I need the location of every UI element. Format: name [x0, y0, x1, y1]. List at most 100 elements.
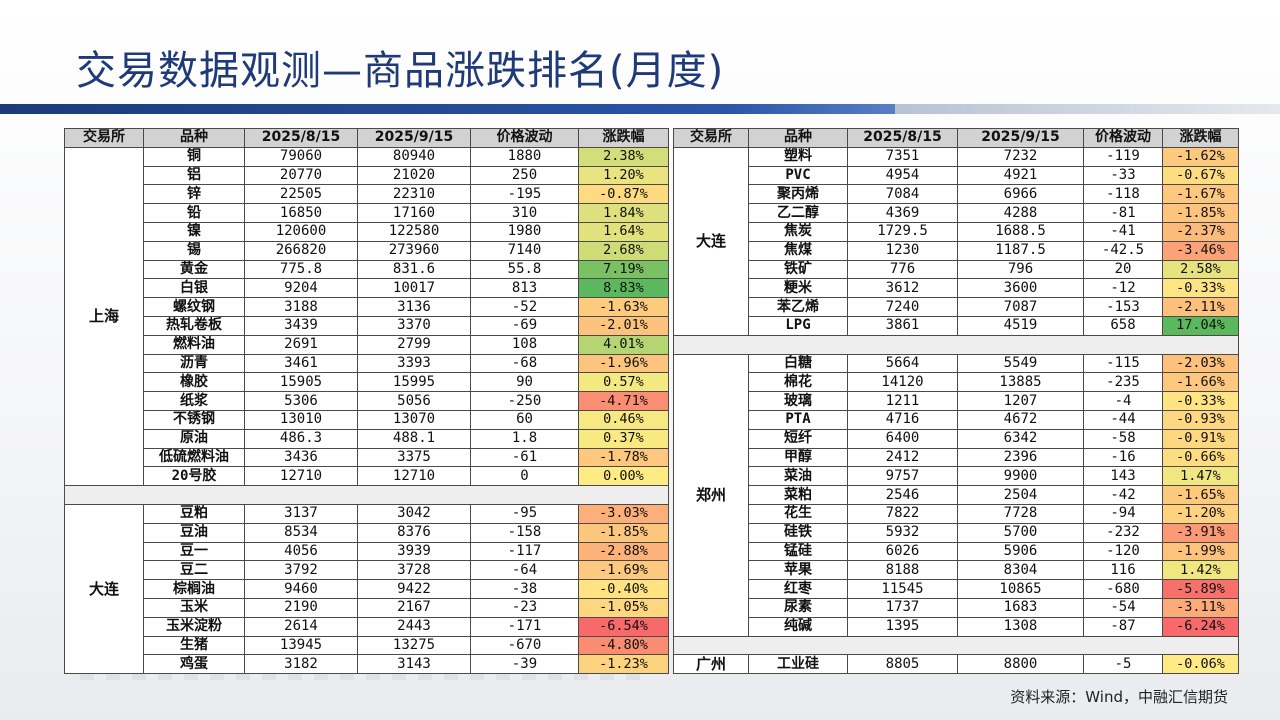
pct-change-cell: -2.01%	[578, 315, 669, 336]
title-underline-tail	[895, 104, 1280, 114]
price-date-2-cell: 5549	[957, 353, 1084, 374]
variety-cell: 焦炭	[748, 221, 848, 242]
price-change-cell: -38	[470, 579, 579, 599]
table-row: 红枣 11545 10865 -680 -5.89%	[674, 579, 1239, 599]
variety-cell: 生猪	[143, 635, 245, 656]
price-change-cell: -33	[1083, 165, 1163, 186]
variety-cell: 白糖	[748, 353, 848, 374]
price-change-cell: 0	[470, 466, 579, 487]
pct-change-cell: -1.63%	[578, 297, 669, 317]
left-header-row: 交易所 品种 2025/8/15 2025/9/15 价格波动 涨跌幅	[64, 128, 669, 148]
variety-cell: 苹果	[748, 560, 848, 581]
variety-cell: 白银	[143, 278, 245, 299]
section-separator-row	[673, 334, 1239, 355]
pct-change-cell: -1.23%	[578, 654, 669, 675]
price-change-cell: -115	[1083, 353, 1163, 374]
price-date-1-cell: 15905	[244, 372, 358, 393]
price-change-cell: -118	[1083, 184, 1163, 205]
price-date-2-cell: 4672	[957, 409, 1084, 430]
table-row: 不锈钢 13010 13070 60 0.46%	[65, 409, 669, 430]
price-date-2-cell: 3042	[357, 503, 471, 524]
price-date-2-cell: 12710	[357, 466, 471, 487]
variety-cell: 豆粕	[143, 503, 245, 524]
variety-cell: 铝	[143, 165, 245, 186]
pct-change-cell: -4.71%	[578, 391, 669, 411]
pct-change-cell: -1.96%	[578, 353, 669, 374]
price-change-cell: -54	[1083, 597, 1163, 618]
price-date-1-cell: 4716	[847, 409, 958, 430]
price-date-2-cell: 831.6	[357, 259, 471, 280]
price-change-cell: 60	[470, 409, 579, 430]
price-date-1-cell: 3436	[244, 447, 358, 468]
price-date-1-cell: 13010	[244, 409, 358, 430]
price-date-2-cell: 488.1	[357, 428, 471, 449]
variety-cell: 乙二醇	[748, 203, 848, 223]
pct-change-cell: -2.88%	[578, 541, 669, 562]
price-date-1-cell: 6400	[847, 428, 958, 449]
pct-change-cell: 2.38%	[578, 146, 669, 167]
price-date-2-cell: 15995	[357, 372, 471, 393]
price-date-2-cell: 3600	[957, 278, 1084, 299]
price-change-cell: -23	[470, 597, 579, 618]
price-change-cell: -87	[1083, 616, 1163, 637]
table-row: 玻璃 1211 1207 -4 -0.33%	[674, 391, 1239, 411]
pct-change-cell: -4.80%	[578, 635, 669, 656]
pct-change-cell: 1.20%	[578, 165, 669, 186]
table-row: 热轧卷板 3439 3370 -69 -2.01%	[65, 315, 669, 336]
price-date-1-cell: 266820	[244, 240, 358, 261]
price-date-1-cell: 3188	[244, 297, 358, 317]
price-date-2-cell: 9422	[357, 579, 471, 599]
variety-cell: 棉花	[748, 372, 848, 393]
pct-change-cell: -0.87%	[578, 184, 669, 205]
table-row: 黄金 775.8 831.6 55.8 7.19%	[65, 259, 669, 280]
header-exchange: 交易所	[673, 128, 749, 148]
table-row: 棕榈油 9460 9422 -38 -0.40%	[65, 579, 669, 599]
variety-cell: 玉米	[143, 597, 245, 618]
variety-cell: 纸浆	[143, 391, 245, 411]
variety-cell: 橡胶	[143, 372, 245, 393]
table-row: PTA 4716 4672 -44 -0.93%	[674, 409, 1239, 430]
table-row: 甲醇 2412 2396 -16 -0.66%	[674, 447, 1239, 468]
price-date-1-cell: 1211	[847, 391, 958, 411]
price-date-1-cell: 7351	[847, 146, 958, 167]
table-row: 沥青 3461 3393 -68 -1.96%	[65, 353, 669, 374]
variety-cell: 不锈钢	[143, 409, 245, 430]
header-variety: 品种	[748, 128, 848, 148]
table-row: 上海铜 79060 80940 1880 2.38%	[64, 146, 669, 487]
price-change-cell: -250	[470, 391, 579, 411]
variety-cell: 热轧卷板	[143, 315, 245, 336]
table-row: 玉米 2190 2167 -23 -1.05%	[65, 597, 669, 618]
pct-change-cell: -3.11%	[1162, 597, 1239, 618]
variety-cell: 沥青	[143, 353, 245, 374]
pct-change-cell: 1.42%	[1162, 560, 1239, 581]
pct-change-cell: 1.84%	[578, 203, 669, 223]
table-row: 玉米淀粉 2614 2443 -171 -6.54%	[65, 616, 669, 637]
pct-change-cell: -2.37%	[1162, 221, 1239, 242]
separator-cell	[673, 635, 1239, 656]
price-date-1-cell: 5932	[847, 522, 958, 543]
table-row: 豆二 3792 3728 -64 -1.69%	[65, 560, 669, 581]
pct-change-cell: -3.03%	[578, 503, 669, 524]
pct-change-cell: -6.24%	[1162, 616, 1239, 637]
pct-change-cell: -1.85%	[578, 522, 669, 543]
section-separator-row	[673, 635, 1239, 656]
price-date-1-cell: 2614	[244, 616, 358, 637]
variety-cell: 豆二	[143, 560, 245, 581]
variety-cell: 菜油	[748, 466, 848, 487]
price-date-2-cell: 9900	[957, 466, 1084, 487]
price-change-cell: 55.8	[470, 259, 579, 280]
table-row: 镍 120600 122580 1980 1.64%	[65, 221, 669, 242]
price-change-cell: 116	[1083, 560, 1163, 581]
table-row: LPG 3861 4519 658 17.04%	[674, 315, 1239, 336]
price-date-2-cell: 1308	[957, 616, 1084, 637]
header-date-2: 2025/9/15	[957, 128, 1084, 148]
price-change-cell: 250	[470, 165, 579, 186]
price-date-1-cell: 8534	[244, 522, 358, 543]
price-change-cell: -158	[470, 522, 579, 543]
title-underline	[0, 104, 910, 114]
price-date-2-cell: 7232	[957, 146, 1084, 167]
variety-cell: 菜粕	[748, 485, 848, 505]
variety-cell: 豆一	[143, 541, 245, 562]
price-change-cell: -153	[1083, 297, 1163, 317]
table-row: 铅 16850 17160 310 1.84%	[65, 203, 669, 223]
